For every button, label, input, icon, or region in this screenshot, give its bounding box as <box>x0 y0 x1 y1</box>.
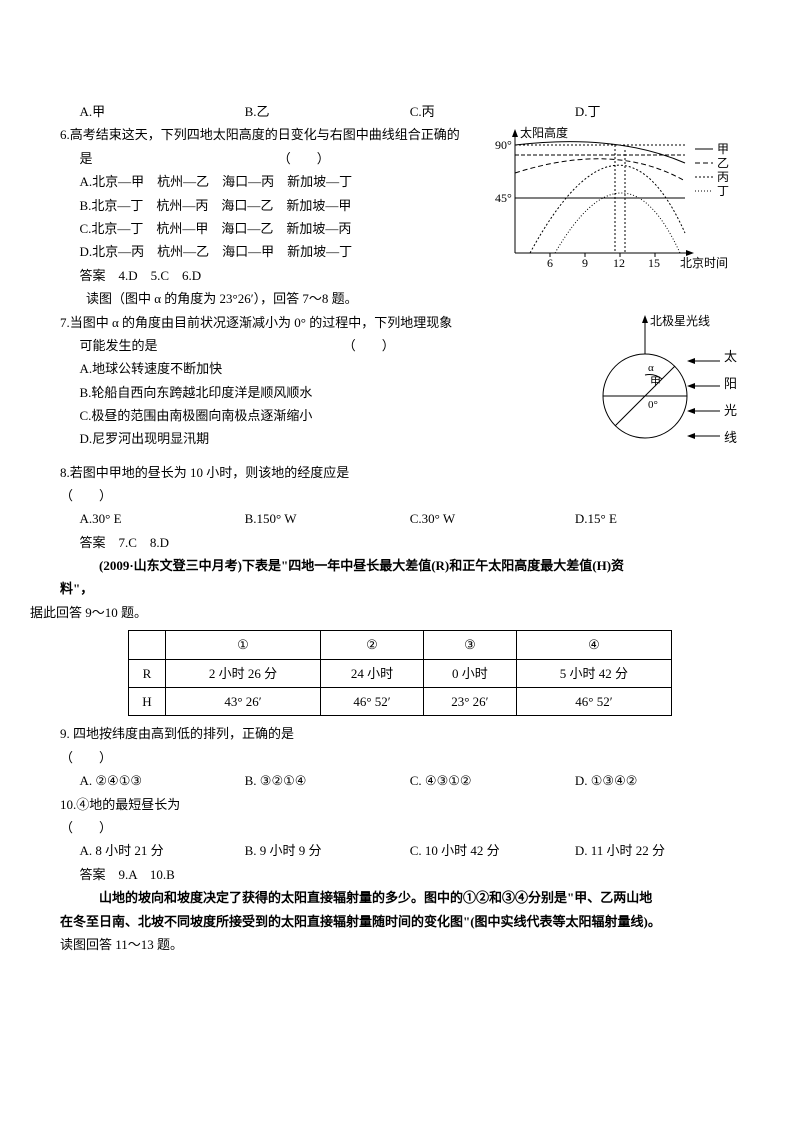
q9-paren: （ ） <box>60 746 740 769</box>
svg-text:线: 线 <box>724 430 737 445</box>
opt-b: B.乙 <box>245 100 410 123</box>
q10-opt-d: D. 11 小时 22 分 <box>575 839 740 862</box>
q8-paren: （ ） <box>60 484 740 507</box>
q7-paren: （ ） <box>343 338 395 353</box>
svg-text:α: α <box>648 362 654 374</box>
svg-text:甲: 甲 <box>717 142 729 156</box>
q9-opt-d: D. ①③④② <box>575 769 740 792</box>
svg-text:12: 12 <box>613 256 625 270</box>
q10-stem: 10.④地的最短昼长为 <box>60 793 740 816</box>
q7-diagram: 北极星光线 α 甲 0° 太 阳 光 线 <box>590 311 740 461</box>
q9-stem: 9. 四地按纬度由高到低的排列，正确的是 <box>60 722 740 745</box>
q10-opt-a: A. 8 小时 21 分 <box>80 839 245 862</box>
prev-options: A.甲 B.乙 C.丙 D.丁 <box>60 100 740 123</box>
svg-text:乙: 乙 <box>717 156 729 170</box>
svg-text:丙: 丙 <box>717 170 729 184</box>
svg-text:9: 9 <box>582 256 588 270</box>
q10-opt-b: B. 9 小时 9 分 <box>245 839 410 862</box>
svg-text:北极星光线: 北极星光线 <box>650 314 710 328</box>
svg-text:90°: 90° <box>495 138 512 152</box>
svg-text:阳: 阳 <box>724 376 737 391</box>
q10-paren: （ ） <box>60 816 740 839</box>
table-row: ① ② ③ ④ <box>129 631 672 659</box>
svg-text:甲: 甲 <box>650 376 661 388</box>
q8-opt-c: C.30° W <box>410 507 575 530</box>
q910-intro-line2: 料"， <box>60 577 740 600</box>
svg-text:太: 太 <box>724 349 737 364</box>
q1113-intro-line3: 读图回答 11～13 题。 <box>60 933 740 956</box>
q6-paren: （ ） <box>278 151 330 166</box>
svg-text:0°: 0° <box>648 399 658 411</box>
svg-text:6: 6 <box>547 256 553 270</box>
table-row: R 2 小时 26 分 24 小时 0 小时 5 小时 42 分 <box>129 659 672 687</box>
opt-c: C.丙 <box>410 100 575 123</box>
svg-text:丁: 丁 <box>717 184 729 198</box>
q8-opt-d: D.15° E <box>575 507 740 530</box>
data-table: ① ② ③ ④ R 2 小时 26 分 24 小时 0 小时 5 小时 42 分… <box>128 630 672 716</box>
svg-text:45°: 45° <box>495 191 512 205</box>
q78-intro: 读图（图中 α 的角度为 23°26′），回答 7～8 题。 <box>60 287 740 310</box>
q10-options: A. 8 小时 21 分 B. 9 小时 9 分 C. 10 小时 42 分 D… <box>60 839 740 862</box>
answer-78: 答案 7.C 8.D <box>60 531 740 554</box>
q8-options: A.30° E B.150° W C.30° W D.15° E <box>60 507 740 530</box>
q910-intro-line3: 据此回答 9～10 题。 <box>30 601 740 624</box>
q8-opt-b: B.150° W <box>245 507 410 530</box>
table-row: H 43° 26′ 46° 52′ 23° 26′ 46° 52′ <box>129 688 672 716</box>
q910-intro: (2009·山东文登三中月考)下表是"四地一年中昼长最大差值(R)和正午太阳高度… <box>60 554 740 577</box>
q9-opt-b: B. ③②①④ <box>245 769 410 792</box>
opt-d: D.丁 <box>575 100 740 123</box>
q8-opt-a: A.30° E <box>80 507 245 530</box>
svg-text:光: 光 <box>724 403 737 418</box>
svg-text:北京时间: 北京时间 <box>680 256 728 270</box>
q6-chart: 甲 乙 丙 丁 太阳高度 90° 45° 6 9 12 15 北京时间 <box>495 123 740 273</box>
q9-options: A. ②④①③ B. ③②①④ C. ④③①② D. ①③④② <box>60 769 740 792</box>
svg-text:太阳高度: 太阳高度 <box>520 125 568 140</box>
q7-block: 北极星光线 α 甲 0° 太 阳 光 线 7.当图中 α 的角度由目前状况逐渐减… <box>60 311 740 451</box>
q8-stem: 8.若图中甲地的昼长为 10 小时，则该地的经度应是 <box>60 461 740 484</box>
q9-opt-a: A. ②④①③ <box>80 769 245 792</box>
answer-910: 答案 9.A 10.B <box>60 863 740 886</box>
q6-block: 甲 乙 丙 丁 太阳高度 90° 45° 6 9 12 15 北京时间 6.高考… <box>60 123 740 263</box>
q1113-intro: 山地的坡向和坡度决定了获得的太阳直接辐射量的多少。图中的①②和③④分别是"甲、乙… <box>60 886 740 909</box>
svg-text:15: 15 <box>648 256 660 270</box>
q10-opt-c: C. 10 小时 42 分 <box>410 839 575 862</box>
opt-a: A.甲 <box>80 100 245 123</box>
q1113-intro-line2: 在冬至日南、北坡不同坡度所接受到的太阳直接辐射量随时间的变化图"(图中实线代表等… <box>60 910 740 933</box>
q9-opt-c: C. ④③①② <box>410 769 575 792</box>
